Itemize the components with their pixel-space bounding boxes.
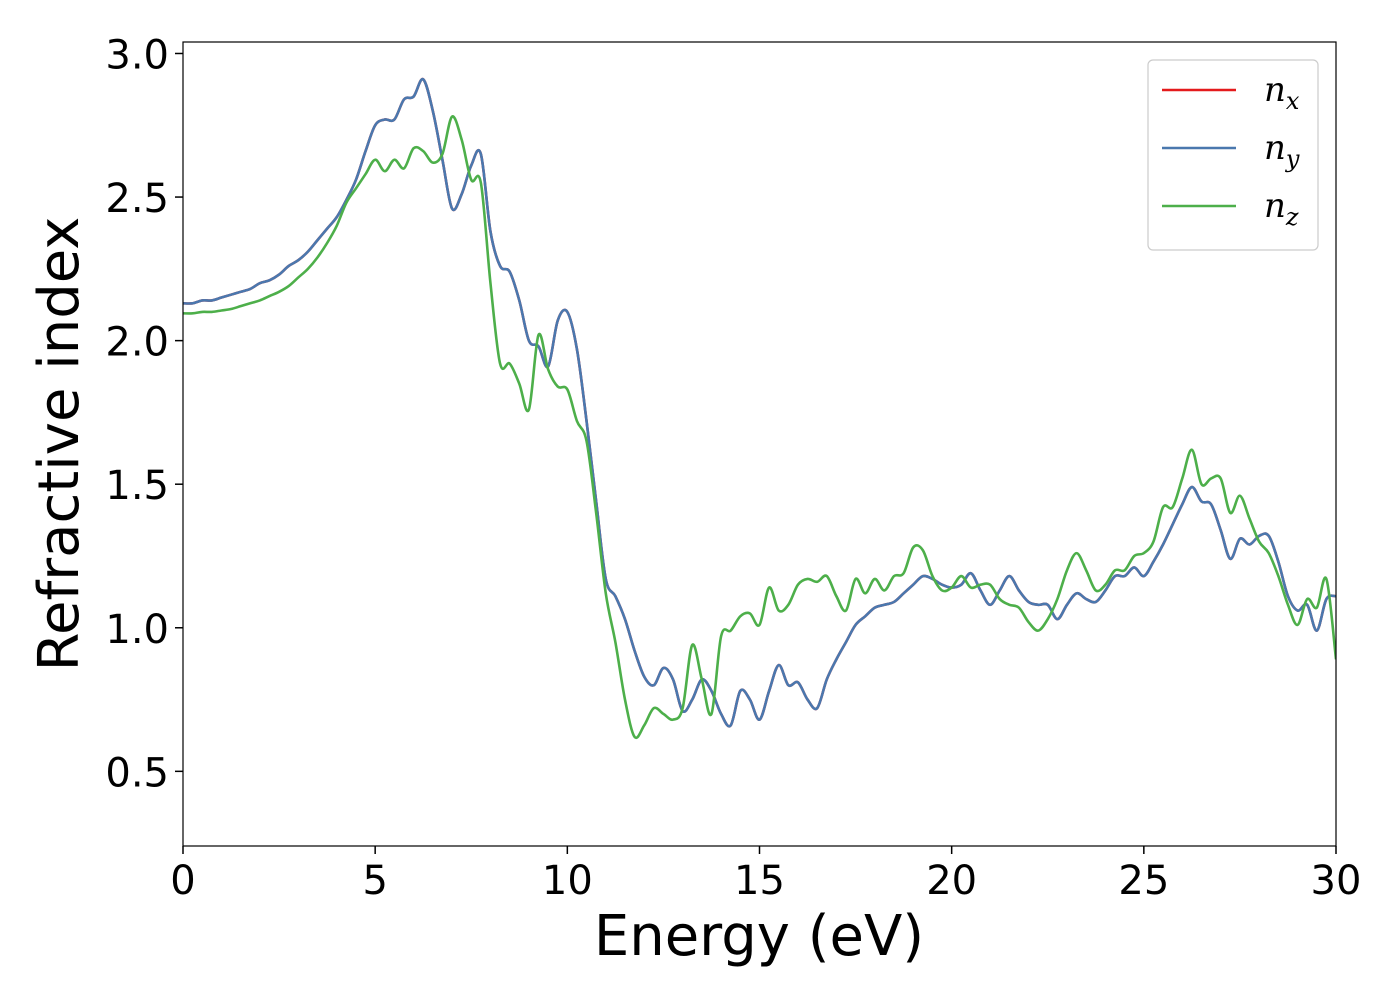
x-tick-label: 25 [1118,858,1169,904]
x-tick-label: 0 [170,858,195,904]
x-tick-label: 5 [362,858,387,904]
y-tick-label: 3.0 [105,32,169,78]
y-tick-label: 1.0 [105,607,169,653]
y-axis-label: Refractive index [27,217,92,672]
plot-frame [182,41,1337,847]
series-line [183,115,1336,740]
y-tick-label: 2.5 [105,176,169,222]
y-tick-label: 0.5 [105,750,169,796]
legend-label: nx [1264,70,1300,115]
x-axis-label: Energy (eV) [594,904,924,969]
y-tick-label: 2.0 [105,320,169,366]
y-tick-label: 1.5 [105,463,169,509]
x-tick-label: 10 [542,858,593,904]
legend-box [1147,59,1319,251]
legend-label: ny [1264,128,1300,173]
x-tick-label: 30 [1311,858,1362,904]
x-tick-label: 20 [926,858,977,904]
legend-label: nz [1264,186,1299,231]
series-line [183,77,1336,728]
x-tick-label: 15 [734,858,785,904]
